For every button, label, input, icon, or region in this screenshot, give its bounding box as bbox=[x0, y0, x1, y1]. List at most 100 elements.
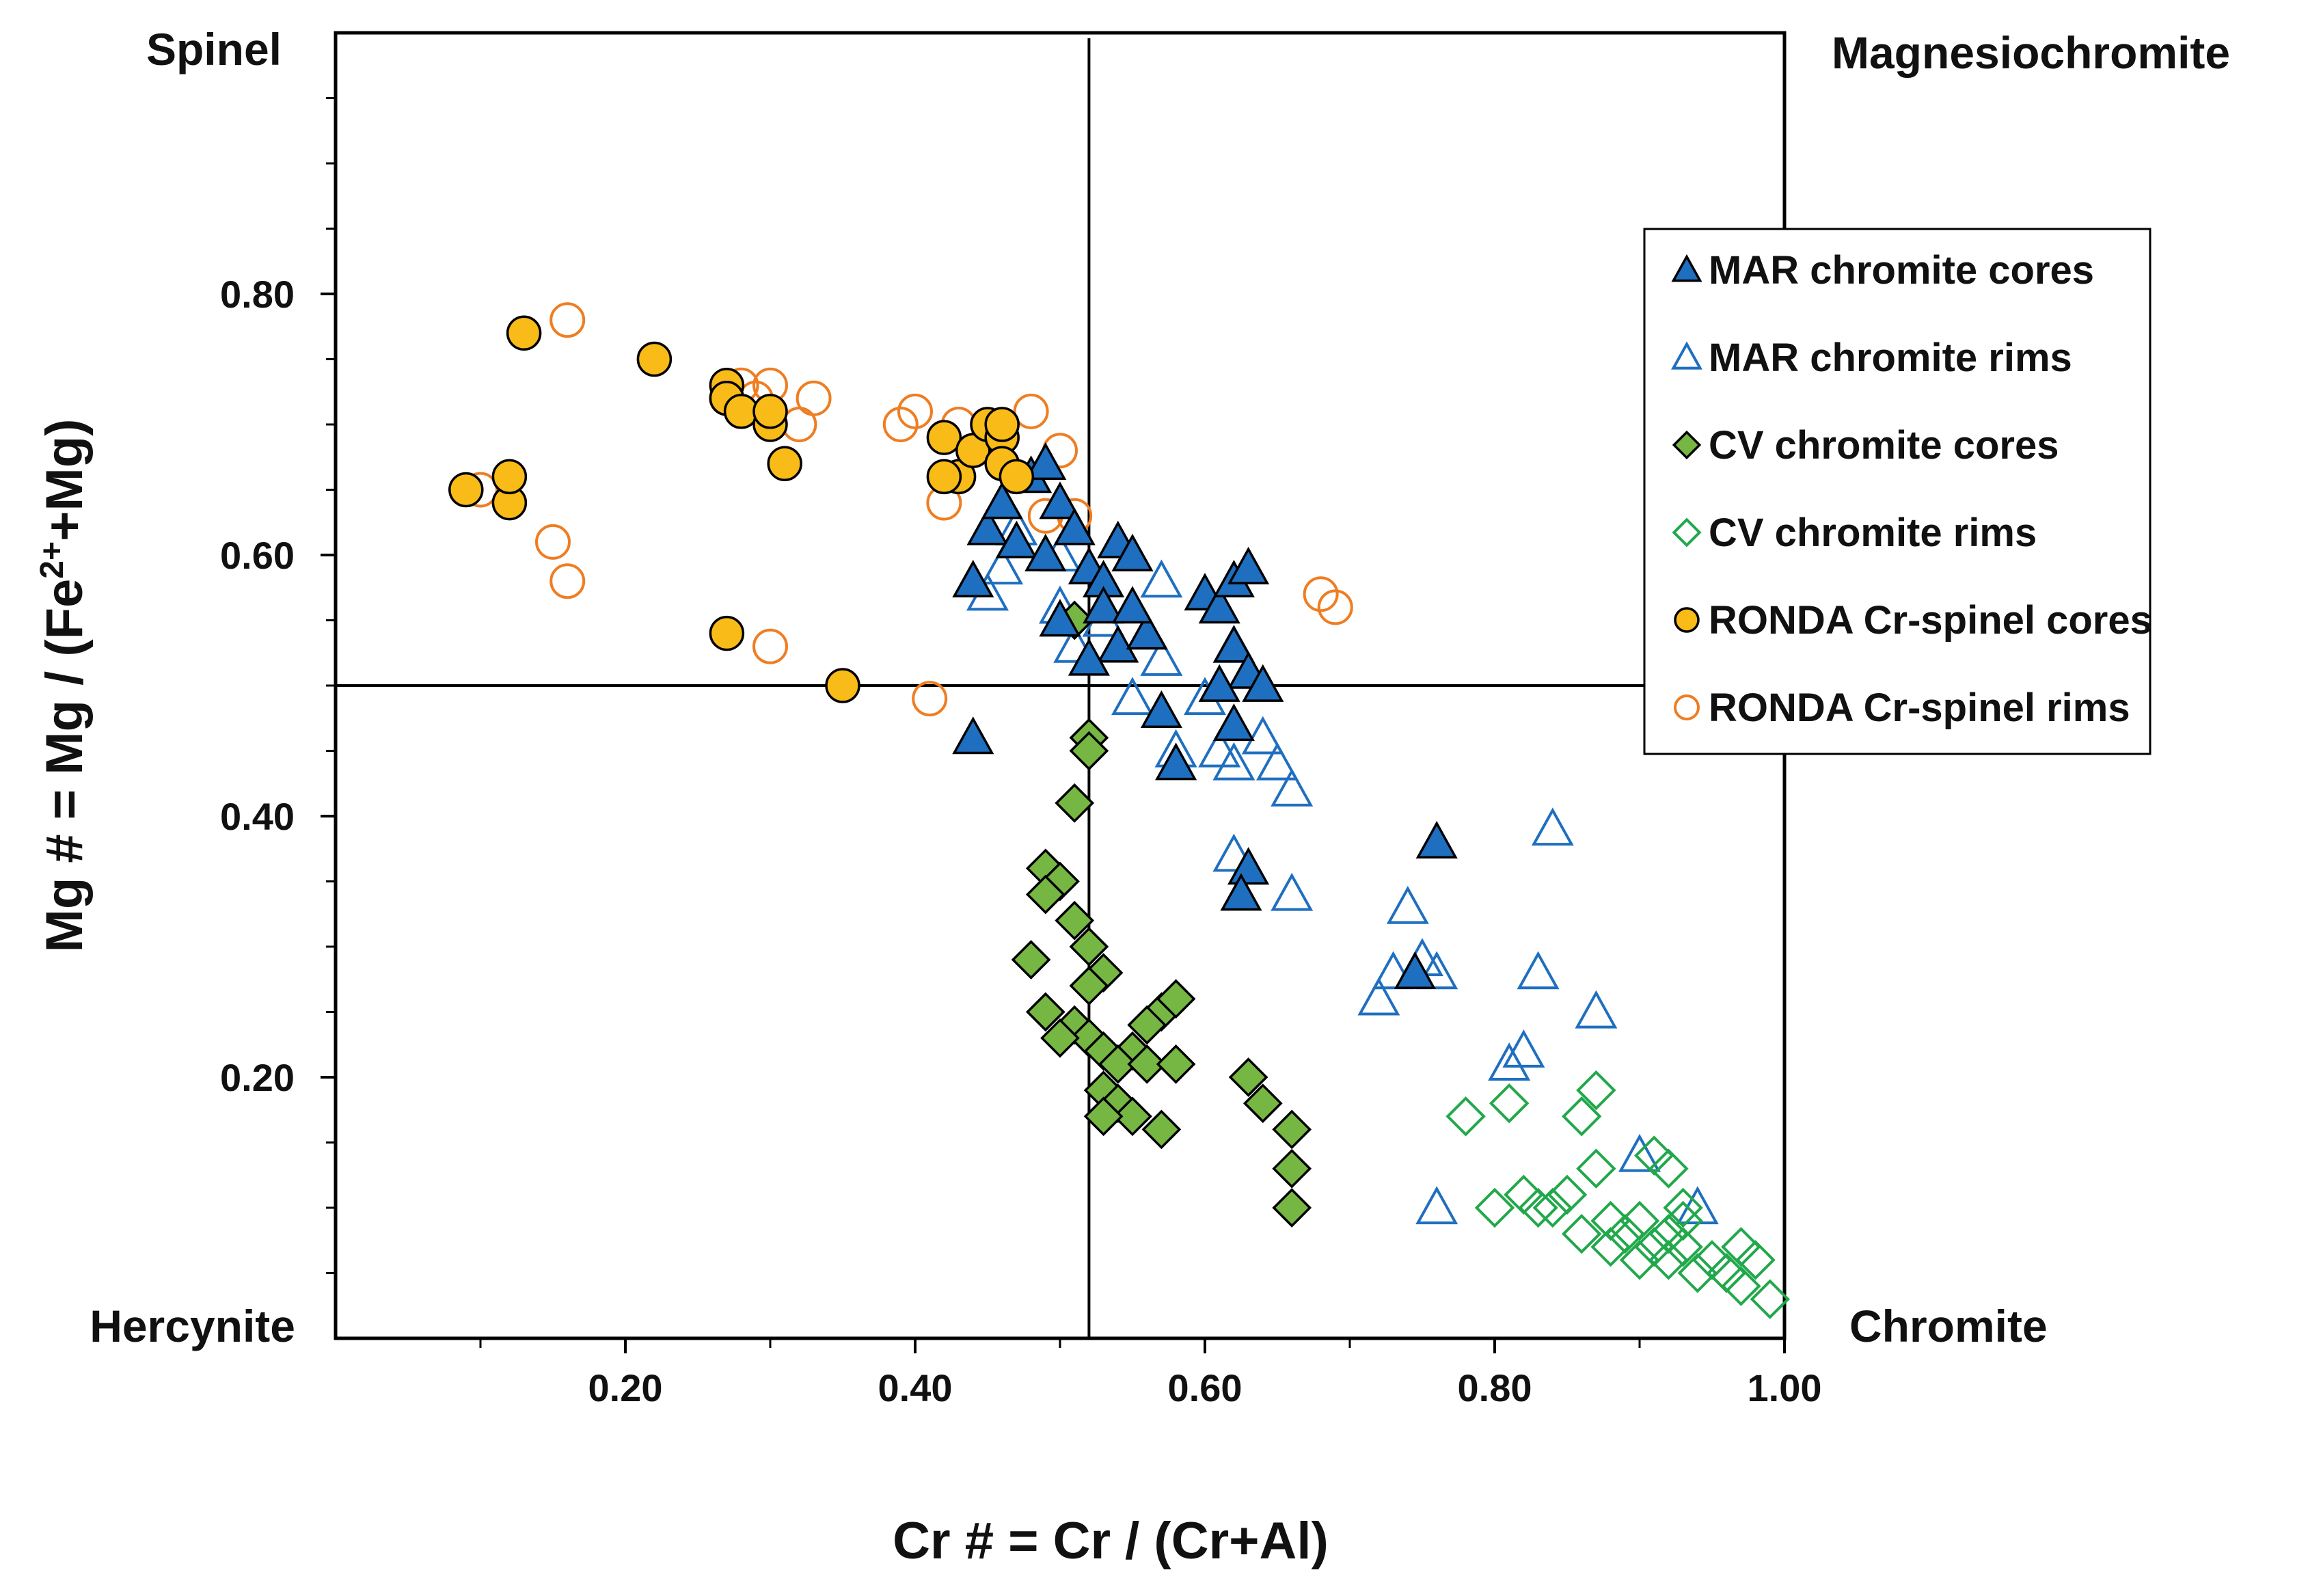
ronda-cr-spinel-rims-point bbox=[1317, 589, 1353, 625]
mar-chromite-cores-point bbox=[1155, 742, 1197, 781]
cv-chromite-cores-point bbox=[1025, 992, 1065, 1032]
cv-chromite-rims-point bbox=[1648, 1148, 1689, 1189]
y-axis-title-part1: Mg # = Mg / (Fe bbox=[36, 579, 94, 953]
mar-chromite-cores-point bbox=[1227, 546, 1270, 584]
x-tick-label: 0.60 bbox=[1168, 1366, 1243, 1409]
mar-chromite-cores-point bbox=[995, 520, 1037, 558]
ronda-cr-spinel-cores-point bbox=[506, 315, 542, 351]
y-axis-title-part2: +Mg) bbox=[36, 419, 94, 541]
cv-chromite-rims-point bbox=[1532, 1187, 1573, 1228]
ronda-cr-spinel-cores-point bbox=[636, 341, 673, 377]
mar-chromite-cores-point bbox=[952, 716, 994, 755]
mar-chromite-rims-point bbox=[1271, 768, 1314, 807]
mar-chromite-rims-point bbox=[1271, 872, 1314, 911]
cv-chromite-cores-point bbox=[1069, 966, 1109, 1006]
ronda-cr-spinel-rims-point bbox=[1013, 393, 1049, 429]
mar-chromite-cores-point bbox=[1083, 586, 1125, 624]
legend-label: RONDA Cr-spinel cores bbox=[1709, 598, 2152, 643]
legend: MAR chromite cores MAR chromite rims CV ch… bbox=[1643, 228, 2152, 755]
ronda-cr-spinel-rims-point bbox=[1303, 576, 1339, 612]
mar-chromite-cores-point bbox=[1111, 586, 1154, 624]
cv-chromite-rims-point bbox=[1518, 1187, 1558, 1228]
mar-chromite-cores-point bbox=[1024, 533, 1067, 571]
cv-chromite-cores-point bbox=[1069, 927, 1109, 966]
cv-chromite-rims-point bbox=[1445, 1096, 1486, 1137]
cv-chromite-rims-point bbox=[1576, 1148, 1616, 1189]
legend-marker-mar-chromite-rims bbox=[1671, 341, 1702, 370]
y-tick-label: 0.20 bbox=[220, 1056, 295, 1099]
ronda-cr-spinel-cores-point bbox=[984, 407, 1020, 442]
cv-chromite-rims-point bbox=[1619, 1240, 1660, 1280]
cv-chromite-cores-point bbox=[1272, 1148, 1312, 1189]
cv-chromite-cores-point bbox=[1272, 1188, 1312, 1228]
y-axis-title-superscript: 2+ bbox=[34, 541, 70, 579]
cv-chromite-rims-point bbox=[1561, 1213, 1602, 1254]
mar-chromite-cores-point bbox=[1126, 612, 1168, 650]
cv-chromite-rims-point bbox=[1561, 1096, 1602, 1137]
mar-chromite-cores-point bbox=[1039, 481, 1081, 519]
cv-chromite-rims-point bbox=[1648, 1213, 1689, 1254]
cv-chromite-rims-point bbox=[1576, 1070, 1616, 1111]
y-tick-label: 0.60 bbox=[220, 534, 295, 577]
ronda-cr-spinel-rims-point bbox=[535, 524, 571, 560]
mar-chromite-cores-point bbox=[1068, 638, 1110, 676]
cv-chromite-cores-point bbox=[1113, 1096, 1152, 1137]
legend-label: CV chromite rims bbox=[1709, 511, 2037, 555]
cv-chromite-cores-point bbox=[1156, 979, 1196, 1019]
mar-chromite-cores-point bbox=[1111, 533, 1154, 571]
mar-chromite-rims-point bbox=[1372, 951, 1415, 990]
cv-chromite-cores-point bbox=[1243, 1083, 1283, 1124]
cv-chromite-rims-point bbox=[1706, 1253, 1747, 1293]
mar-chromite-rims-point bbox=[1256, 742, 1299, 781]
ronda-cr-spinel-cores-point bbox=[448, 472, 484, 508]
mar-chromite-cores-point bbox=[1198, 586, 1240, 624]
mar-chromite-rims-point bbox=[1357, 977, 1400, 1016]
mar-chromite-rims-point bbox=[1198, 729, 1241, 768]
corner-label-hercynite: Hercynite bbox=[90, 1301, 295, 1351]
mar-chromite-cores-point bbox=[1415, 820, 1458, 859]
x-tick-label: 0.40 bbox=[878, 1366, 953, 1409]
cv-chromite-rims-point bbox=[1677, 1253, 1718, 1293]
ronda-cr-spinel-cores-point bbox=[491, 459, 528, 495]
cv-chromite-cores-point bbox=[1156, 1044, 1196, 1084]
corner-label-spinel: Spinel bbox=[146, 24, 282, 75]
mar-chromite-rims-point bbox=[1241, 716, 1284, 755]
mar-chromite-cores-point bbox=[1097, 625, 1139, 663]
cv-chromite-cores-point bbox=[1127, 1044, 1167, 1084]
x-tick-label: 0.20 bbox=[588, 1366, 663, 1409]
legend-label: MAR chromite cores bbox=[1709, 248, 2094, 293]
cv-chromite-cores-point bbox=[1011, 940, 1051, 979]
mar-chromite-cores-point bbox=[1053, 507, 1096, 545]
cv-chromite-cores-point bbox=[1069, 731, 1109, 771]
cv-chromite-cores-point bbox=[1040, 1018, 1080, 1058]
ronda-cr-spinel-rims-point bbox=[897, 393, 933, 429]
cv-chromite-rims-point bbox=[1663, 1227, 1703, 1267]
ronda-cr-spinel-rims-point bbox=[882, 407, 919, 442]
legend-marker-cv-chromite-rims bbox=[1672, 517, 1702, 547]
cv-chromite-cores-point bbox=[1055, 783, 1095, 823]
mar-chromite-rims-point bbox=[1502, 1029, 1545, 1068]
series-cv-chromite-rims bbox=[1445, 1070, 1791, 1319]
cv-chromite-rims-point bbox=[1735, 1240, 1776, 1280]
series-ronda-cr-spinel-cores bbox=[448, 315, 1035, 703]
mar-chromite-cores-point bbox=[981, 481, 1023, 519]
mar-chromite-cores-point bbox=[966, 507, 1009, 545]
cv-chromite-rims-point bbox=[1721, 1266, 1761, 1306]
ronda-cr-spinel-rims-point bbox=[549, 563, 586, 599]
data-points bbox=[448, 302, 1791, 1319]
ronda-cr-spinel-rims-point bbox=[549, 302, 586, 338]
mar-chromite-rims-point bbox=[1053, 624, 1096, 663]
mar-chromite-cores-point bbox=[1242, 664, 1284, 702]
legend-box bbox=[1643, 228, 2151, 755]
cv-chromite-cores-point bbox=[1127, 1005, 1167, 1045]
ronda-cr-spinel-cores-point bbox=[825, 668, 860, 703]
y-tick-label: 0.40 bbox=[220, 795, 295, 838]
cv-chromite-cores-point bbox=[1025, 874, 1065, 915]
ronda-cr-spinel-cores-point bbox=[999, 459, 1035, 495]
ronda-cr-spinel-cores-point bbox=[926, 420, 962, 455]
series-ronda-cr-spinel-rims bbox=[463, 302, 1353, 717]
mar-chromite-cores-point bbox=[1394, 951, 1436, 990]
legend-label: CV chromite cores bbox=[1709, 423, 2059, 468]
corner-label-chromite: Chromite bbox=[1849, 1301, 2048, 1351]
